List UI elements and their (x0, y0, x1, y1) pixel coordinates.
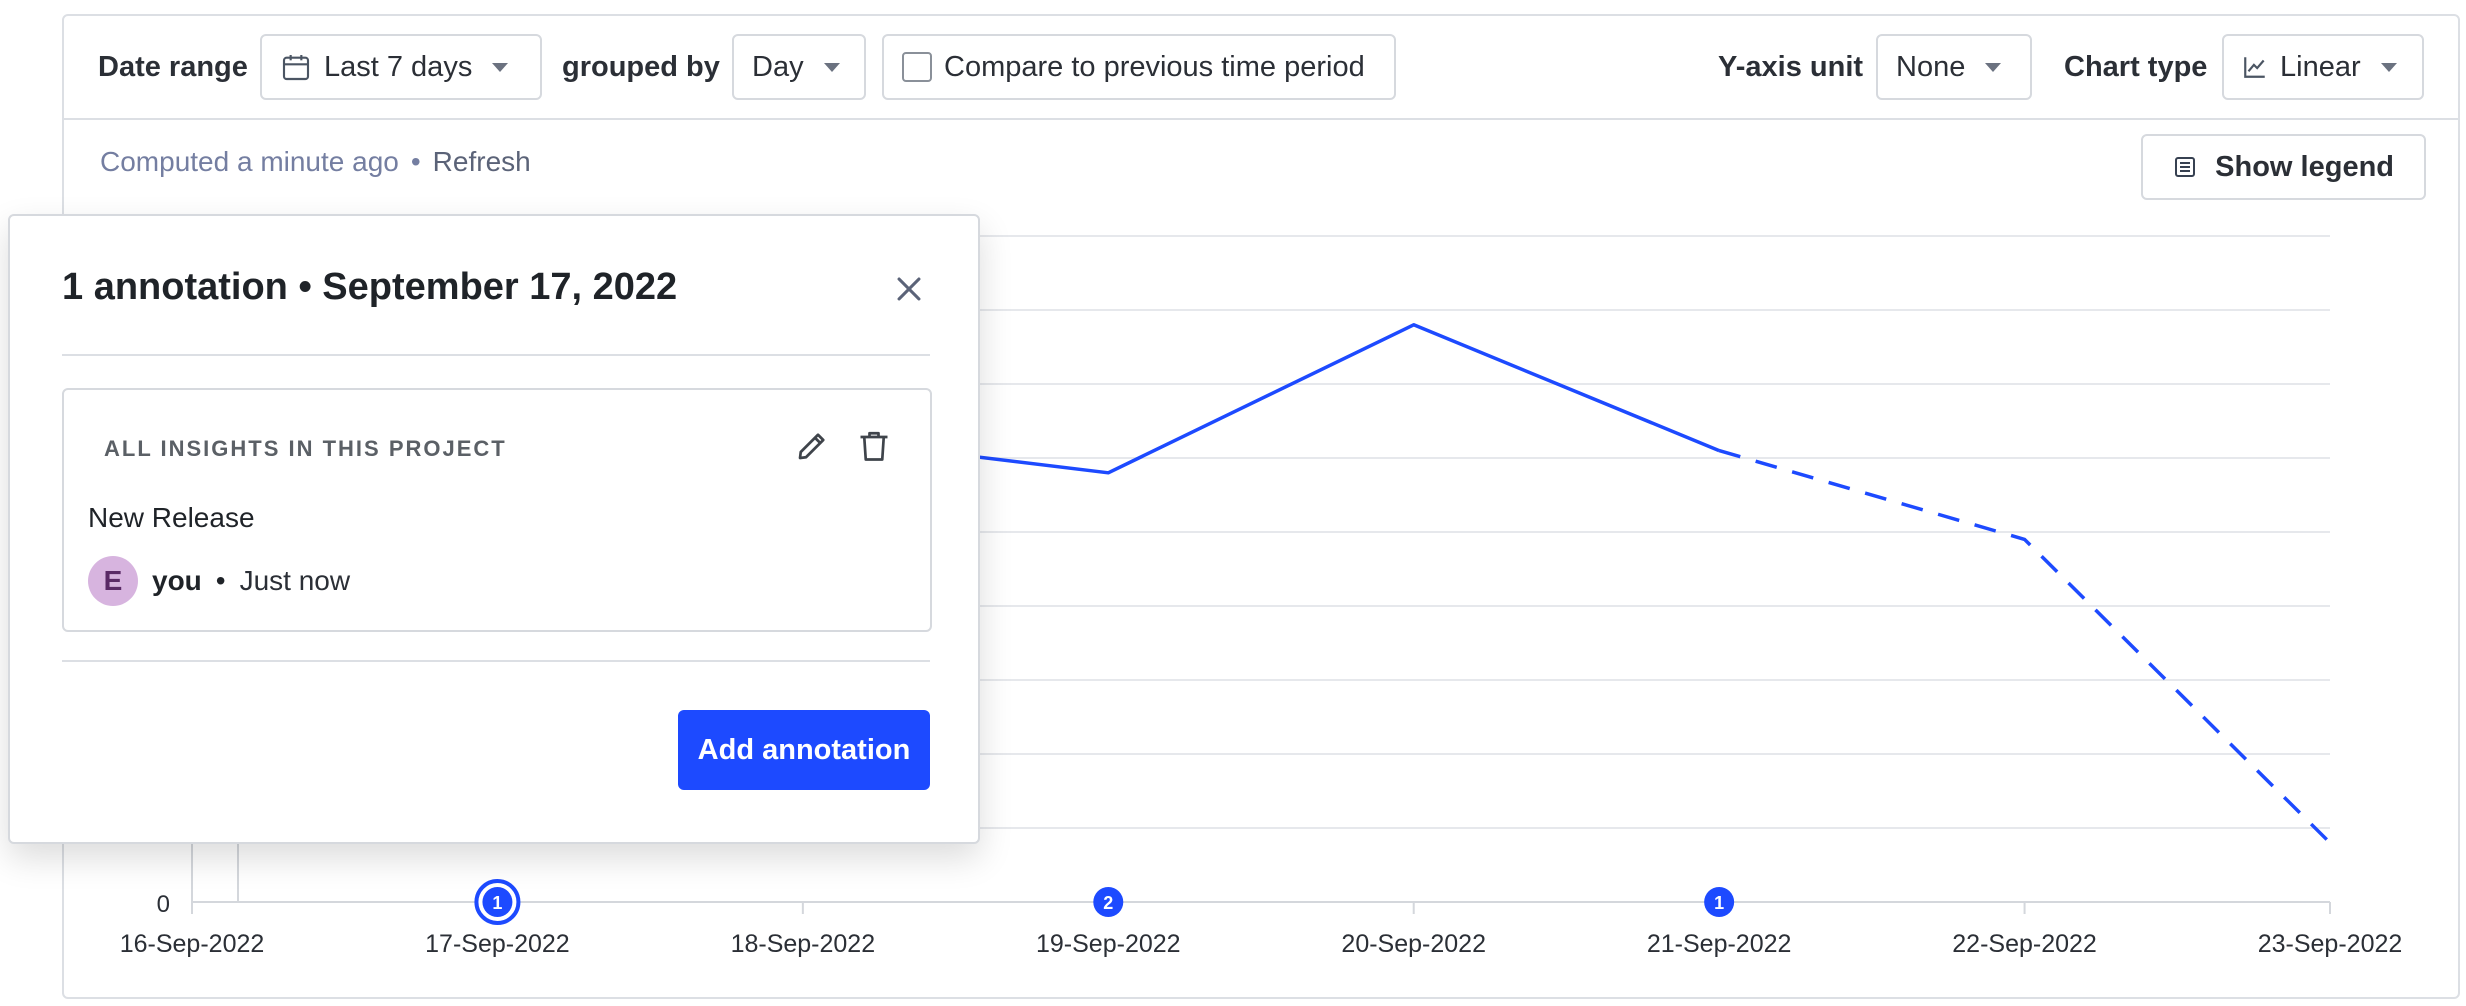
annotation-marker-count: 2 (1103, 893, 1113, 913)
computed-text: Computed a minute ago (100, 146, 399, 177)
refresh-link[interactable]: Refresh (432, 146, 531, 177)
annotation-marker-count: 1 (1714, 893, 1724, 913)
chart-type-value: Linear (2280, 50, 2361, 83)
popover-title: 1 annotation • September 17, 2022 (62, 266, 678, 308)
annotation-marker (1704, 887, 1735, 917)
delete-icon[interactable] (856, 428, 892, 464)
y-axis-unit-value: None (1896, 50, 1966, 83)
x-tick-label: 18-Sep-2022 (731, 930, 876, 958)
divider (62, 660, 930, 662)
annotation-marker (482, 887, 513, 917)
y-tick-label: 0 (157, 891, 170, 918)
annotation-meta: E you • Just now (88, 556, 350, 606)
date-range-value: Last 7 days (324, 50, 473, 83)
annotation-time: Just now (239, 565, 351, 596)
chart-type-select[interactable]: Linear (2222, 34, 2424, 100)
chevron-down-icon (2380, 62, 2397, 72)
show-legend-label: Show legend (2215, 150, 2394, 183)
annotation-item: ALL INSIGHTS IN THIS PROJECT New Release… (62, 388, 932, 632)
x-tick-label: 22-Sep-2022 (1952, 930, 2097, 958)
x-tick-label: 23-Sep-2022 (2258, 930, 2403, 958)
chevron-down-icon (492, 62, 509, 72)
chart-type-label: Chart type (2064, 50, 2208, 83)
chart-type-label-wrap: Chart type (2064, 34, 2207, 100)
edit-icon[interactable] (794, 428, 830, 464)
annotation-popover: 1 annotation • September 17, 2022 ALL IN… (8, 214, 980, 844)
y-axis-unit-label: Y-axis unit (1718, 50, 1864, 83)
meta-separator: • (215, 565, 226, 596)
status-separator: • (410, 146, 421, 177)
x-tick-label: 17-Sep-2022 (425, 930, 570, 958)
compare-label: Compare to previous time period (944, 50, 1365, 83)
x-tick-label: 20-Sep-2022 (1341, 930, 1486, 958)
date-range-label-wrap: Date range (98, 34, 248, 100)
grouped-by-label-wrap: grouped by (562, 34, 720, 100)
y-axis-label-wrap: Y-axis unit (1718, 34, 1863, 100)
x-tick-label: 16-Sep-2022 (120, 930, 265, 958)
y-axis-unit-select[interactable]: None (1876, 34, 2032, 100)
close-icon[interactable] (892, 272, 926, 306)
insight-toolbar: Date range Last 7 days grouped by Day Co… (64, 16, 2458, 120)
x-tick-label: 21-Sep-2022 (1647, 930, 1792, 958)
x-tick-label: 19-Sep-2022 (1036, 930, 1181, 958)
annotation-author: you (152, 565, 202, 596)
add-annotation-button[interactable]: Add annotation (678, 710, 930, 790)
series-line-incomplete (1718, 448, 2332, 845)
computed-status: Computed a minute ago • Refresh (100, 146, 531, 178)
calendar-icon (282, 55, 310, 81)
annotation-scope: ALL INSIGHTS IN THIS PROJECT (104, 436, 507, 461)
line-chart-icon (2244, 57, 2265, 78)
annotation-content: New Release (88, 502, 255, 533)
list-icon (2175, 157, 2196, 177)
date-range-label: Date range (98, 50, 248, 83)
chevron-down-icon (823, 62, 840, 72)
divider (62, 354, 930, 356)
show-legend-button[interactable]: Show legend (2141, 134, 2426, 200)
annotation-marker (1093, 887, 1124, 917)
compare-checkbox[interactable] (902, 52, 932, 82)
annotation-marker-count: 1 (492, 893, 502, 913)
grouped-by-label: grouped by (562, 50, 720, 83)
avatar: E (88, 556, 138, 606)
interval-select[interactable]: Day (732, 34, 866, 100)
date-range-select[interactable]: Last 7 days (260, 34, 542, 100)
interval-value: Day (752, 50, 804, 83)
compare-toggle[interactable]: Compare to previous time period (882, 34, 1396, 100)
chevron-down-icon (1985, 62, 2002, 72)
